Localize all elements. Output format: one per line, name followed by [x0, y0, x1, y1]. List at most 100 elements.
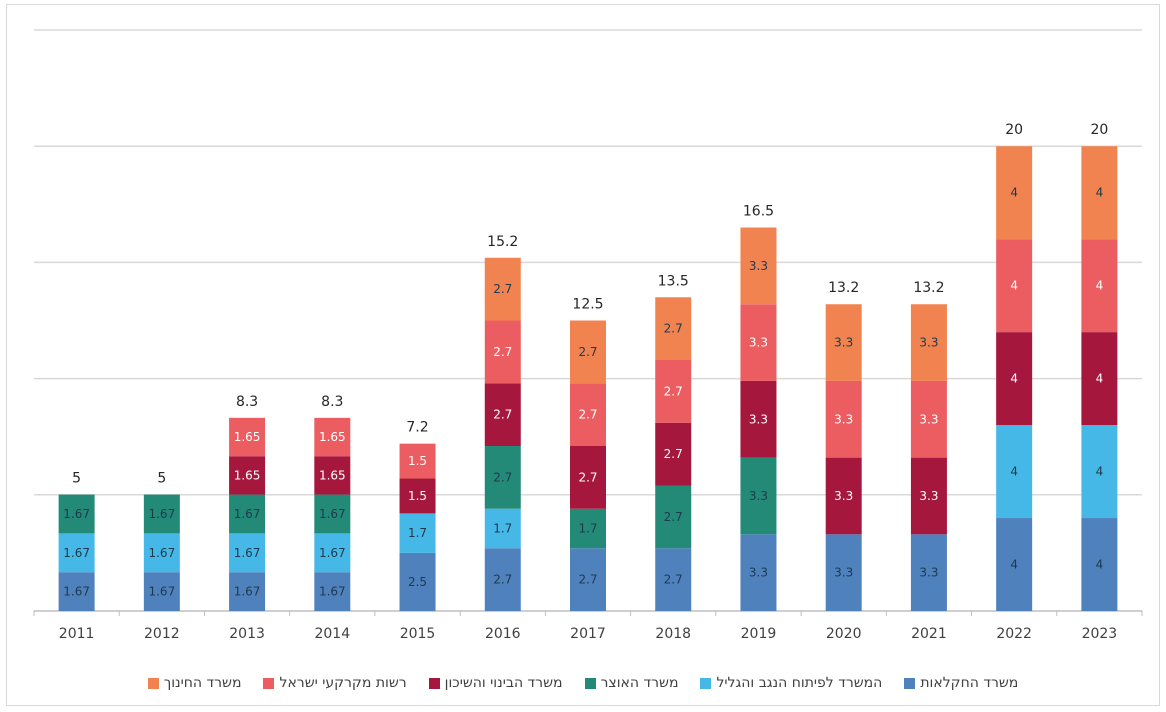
x-tick-label: 2011	[59, 626, 95, 642]
bar-segment-agriculture	[229, 572, 266, 611]
data-label: 3.3	[834, 489, 853, 503]
data-label: 1.67	[148, 507, 175, 521]
legend-swatch	[700, 677, 712, 689]
bar-segment-agriculture	[570, 548, 606, 611]
data-label: 3.3	[749, 489, 768, 503]
data-label: 3.3	[749, 566, 768, 580]
bar-segment-land_authority	[910, 380, 947, 458]
bar-segment-agriculture	[825, 534, 862, 611]
x-tick-label: 2012	[144, 626, 180, 642]
legend-swatch	[263, 677, 275, 689]
data-label: 2.7	[664, 510, 683, 524]
total-label: 13.2	[828, 280, 859, 296]
bar-segment-agriculture	[58, 572, 95, 611]
bar-segment-education	[655, 297, 692, 361]
legend-item-education: משרד החינוך	[147, 672, 242, 694]
bar-segment-land_authority	[570, 383, 606, 446]
data-label: 3.3	[749, 336, 768, 350]
legend-swatch	[904, 677, 916, 689]
legend-label: המשרד לפיתוח הנגב והגליל	[716, 675, 883, 691]
bar-segment-agriculture	[910, 534, 947, 611]
bar-segment-land_authority	[484, 320, 521, 384]
bar-segment-construction	[996, 332, 1033, 426]
bar-segment-land_authority	[996, 239, 1033, 333]
chart-frame	[6, 4, 1160, 706]
data-label: 3.3	[919, 336, 938, 350]
data-label: 1.5	[408, 454, 427, 468]
data-label: 3.3	[919, 489, 938, 503]
bar-segment-agriculture	[143, 572, 180, 611]
total-label: 8.3	[236, 394, 258, 410]
bar-segment-construction	[825, 457, 862, 535]
x-tick-label: 2023	[1082, 626, 1118, 642]
total-label: 16.5	[743, 204, 774, 220]
legend-item-land_authority: רשות מקרקעי ישראל	[263, 672, 407, 694]
bar-segment-treasury	[314, 494, 351, 534]
data-label: 1.67	[234, 546, 261, 560]
data-label: 4	[1096, 558, 1104, 572]
bar-segment-treasury	[655, 485, 692, 549]
data-label: 2.7	[664, 447, 683, 461]
bar-segment-land_authority	[825, 380, 862, 458]
data-label: 1.65	[234, 430, 261, 444]
legend-label: משרד החקלאות	[920, 675, 1019, 691]
data-label: 1.7	[408, 526, 427, 540]
total-label: 8.3	[321, 394, 343, 410]
bar-segment-construction	[740, 380, 777, 458]
bar-segment-agriculture	[484, 548, 521, 611]
data-label: 4	[1096, 279, 1104, 293]
data-label: 4	[1010, 186, 1018, 200]
data-label: 1.67	[319, 585, 346, 599]
bar-segment-education	[740, 227, 777, 305]
data-label: 1.67	[148, 585, 175, 599]
bar-segment-construction	[314, 456, 351, 495]
data-label: 2.7	[493, 345, 512, 359]
bar-segment-education	[570, 320, 606, 384]
data-label: 1.67	[234, 507, 261, 521]
bar-segment-education	[910, 304, 947, 381]
bar-segment-land_authority	[655, 360, 692, 423]
data-label: 3.3	[749, 412, 768, 426]
data-label: 4	[1096, 465, 1104, 479]
data-label: 4	[1010, 372, 1018, 386]
bar-segment-treasury	[570, 508, 606, 549]
bar-segment-negev_galilee	[996, 425, 1033, 519]
data-label: 1.67	[63, 507, 90, 521]
data-label: 2.7	[578, 573, 597, 587]
bar-segment-treasury	[58, 494, 95, 534]
bar-segment-land_authority	[399, 443, 436, 479]
x-tick-label: 2017	[570, 626, 606, 642]
data-label: 2.7	[578, 470, 597, 484]
bar-segment-treasury	[143, 494, 180, 534]
total-label: 12.5	[572, 297, 603, 313]
legend-swatch	[428, 677, 440, 689]
x-tick-label: 2015	[400, 626, 436, 642]
data-label: 4	[1096, 372, 1104, 386]
bar-segment-land_authority	[1081, 239, 1118, 333]
bar-segment-negev_galilee	[484, 508, 521, 549]
data-label: 4	[1010, 465, 1018, 479]
bar-segment-construction	[399, 478, 436, 514]
bar-segment-education	[1081, 146, 1118, 240]
data-label: 2.7	[493, 470, 512, 484]
data-label: 2.7	[578, 345, 597, 359]
x-tick-label: 2018	[655, 626, 691, 642]
legend-label: משרד החינוך	[163, 675, 242, 691]
data-label: 2.5	[408, 575, 427, 589]
data-label: 1.7	[578, 521, 597, 535]
data-label: 2.7	[578, 408, 597, 422]
total-label: 13.5	[658, 273, 689, 289]
bar-segment-land_authority	[314, 417, 351, 457]
bar-segment-construction	[229, 456, 266, 495]
legend-item-treasury: משרד האוצר	[584, 672, 678, 694]
data-label: 4	[1010, 558, 1018, 572]
bar-segment-negev_galilee	[1081, 425, 1118, 519]
bar-segment-negev_galilee	[314, 533, 351, 573]
data-label: 2.7	[493, 282, 512, 296]
data-label: 1.67	[234, 585, 261, 599]
data-label: 1.67	[319, 546, 346, 560]
bar-segment-agriculture	[655, 548, 692, 611]
bar-segment-negev_galilee	[143, 533, 180, 573]
bar-segment-negev_galilee	[229, 533, 266, 573]
